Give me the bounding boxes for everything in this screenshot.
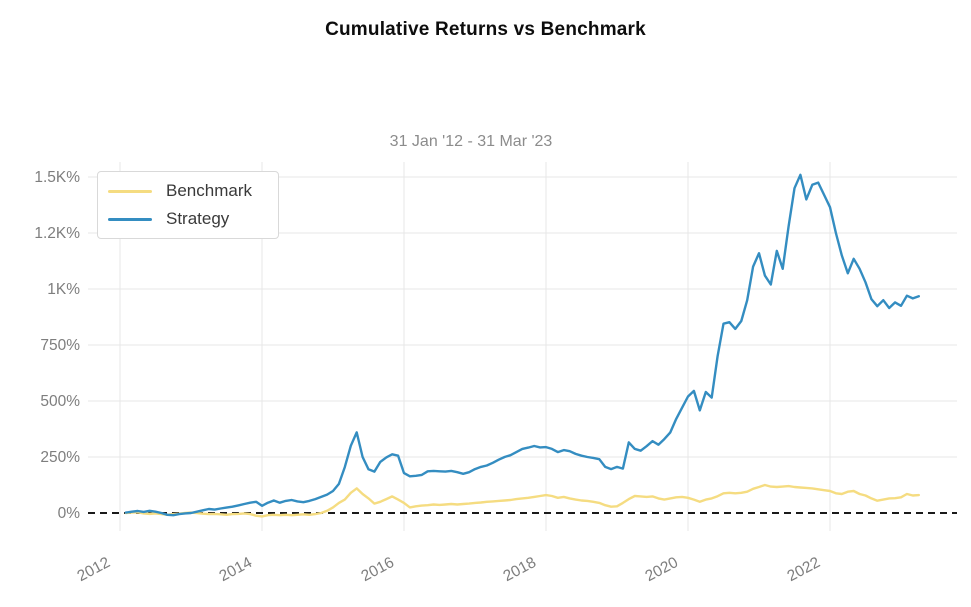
y-tick-label: 1K% bbox=[47, 281, 80, 298]
y-tick-label: 500% bbox=[40, 393, 80, 410]
legend-label-strategy: Strategy bbox=[166, 209, 230, 228]
benchmark-line-swatch bbox=[108, 189, 152, 193]
benchmark-line bbox=[124, 483, 920, 518]
legend-item-benchmark[interactable]: Benchmark bbox=[108, 181, 266, 201]
date-range-subtitle: 31 Jan '12 - 31 Mar '23 bbox=[389, 133, 553, 150]
y-tick-label: 1.2K% bbox=[34, 225, 80, 242]
y-tick-label: 750% bbox=[40, 337, 80, 354]
strategy-line bbox=[124, 173, 920, 517]
y-tick-label: 0% bbox=[57, 505, 80, 522]
legend-label-benchmark: Benchmark bbox=[166, 181, 252, 200]
strategy-line-swatch bbox=[108, 217, 152, 221]
legend[interactable]: Benchmark Strategy bbox=[97, 171, 279, 239]
legend-item-strategy[interactable]: Strategy bbox=[108, 209, 266, 229]
y-tick-label: 250% bbox=[40, 449, 80, 466]
y-tick-label: 1.5K% bbox=[34, 169, 80, 186]
chart-title: Cumulative Returns vs Benchmark bbox=[325, 19, 646, 40]
